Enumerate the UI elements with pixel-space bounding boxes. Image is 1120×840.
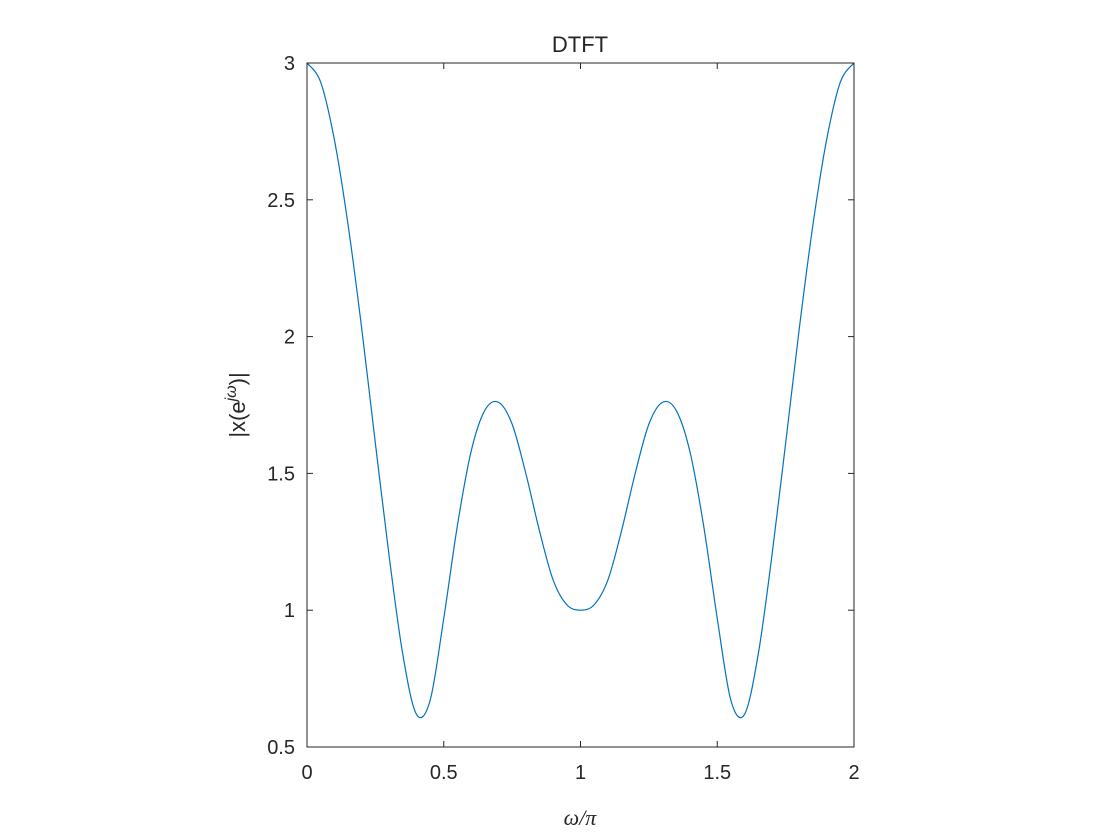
y-tick-labels: 0.5 1 1.5 2 2.5 3: [267, 53, 295, 759]
y-tick-label: 1.5: [267, 463, 295, 485]
x-tick-label: 1.5: [703, 762, 731, 784]
y-axis-label-superscript: jω: [223, 385, 240, 403]
y-axis-label-suffix: )|: [225, 372, 250, 385]
x-tick-label: 0: [301, 762, 312, 784]
axes-box: [306, 62, 855, 748]
y-tick-label: 0.5: [267, 737, 295, 759]
y-axis-label: |x(ejω)|: [223, 372, 250, 437]
data-line: [306, 62, 855, 719]
y-axis-label-prefix: |x(e: [225, 401, 250, 437]
y-tick-label: 2.5: [267, 190, 295, 212]
y-tick-label: 2: [284, 327, 295, 349]
y-tick-label: 3: [284, 53, 295, 75]
x-tick-label: 1: [575, 762, 586, 784]
plot-area: [307, 63, 854, 747]
x-tick-label: 0.5: [430, 762, 458, 784]
x-tick-label: 2: [848, 762, 859, 784]
x-axis-label: ω/π: [564, 805, 598, 830]
y-tick-label: 1: [284, 600, 295, 622]
chart-title: DTFT: [552, 32, 608, 57]
x-tick-labels: 0 0.5 1 1.5 2: [301, 762, 859, 784]
